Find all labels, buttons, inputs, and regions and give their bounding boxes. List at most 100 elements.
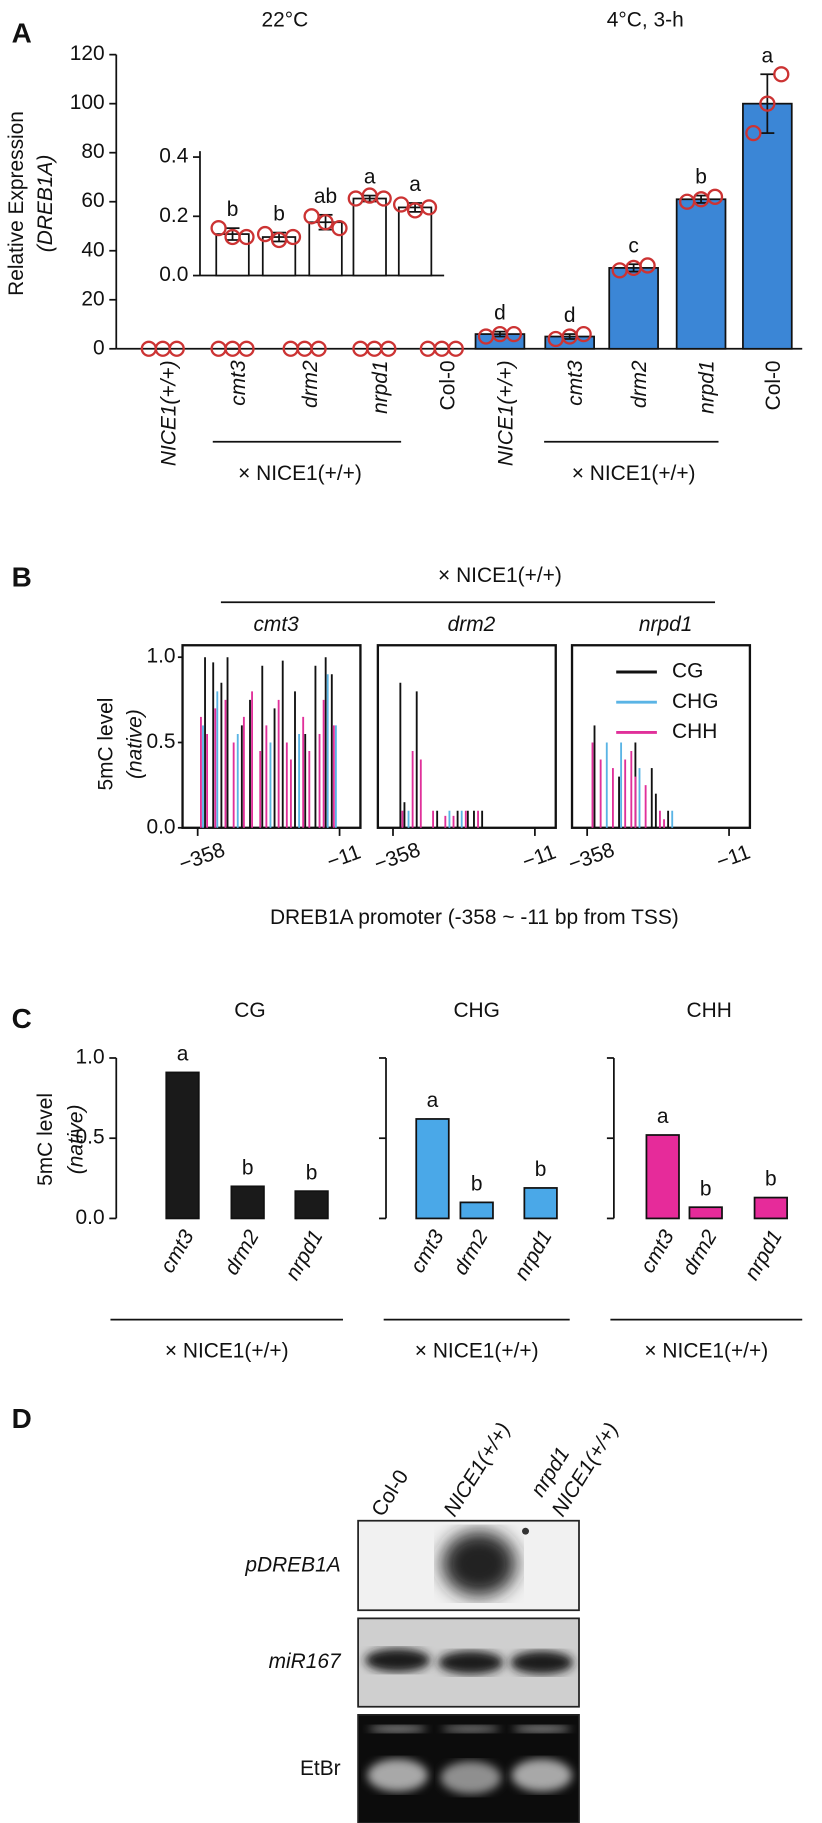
panel-letter: C — [12, 1003, 32, 1034]
significance-letter: b — [471, 1172, 483, 1195]
significance-letter: b — [273, 203, 285, 226]
x-tick-label: nrpd1 — [369, 360, 392, 413]
replicate-point — [575, 325, 592, 343]
y-tick-label: 40 — [81, 238, 104, 261]
group-label: × NICE1(+/+) — [165, 1340, 289, 1363]
legend-label: CG — [672, 660, 703, 683]
significance-letter: a — [657, 1105, 669, 1128]
column-label: NICE1(+/+) — [439, 1419, 515, 1521]
bar — [753, 1196, 788, 1220]
x-axis-label: DREB1A promoter (-358 ~ -11 bp from TSS) — [270, 906, 679, 929]
bar — [415, 1118, 450, 1220]
blot-etbr — [357, 1714, 580, 1823]
y-axis-label: Relative Expression — [5, 111, 28, 296]
replicate-point — [745, 124, 762, 142]
significance-letter: b — [535, 1158, 547, 1181]
x-tick-label: NICE1(+/+) — [494, 360, 517, 466]
blot-pdreb1a — [357, 1519, 580, 1612]
row-label: miR167 — [269, 1650, 342, 1673]
significance-letter: b — [227, 198, 239, 221]
significance-letter: b — [695, 166, 707, 189]
chart-title: CHH — [687, 999, 732, 1022]
bar — [230, 1185, 265, 1220]
y-tick-label: 0.0 — [159, 263, 188, 286]
panel-letter: A — [12, 17, 32, 48]
replicate-point — [238, 228, 255, 246]
x-tick-label: −11 — [519, 841, 559, 874]
replicate-point — [375, 190, 392, 207]
replicate-point — [639, 257, 656, 274]
blot-mir167 — [357, 1617, 580, 1708]
significance-letter: a — [364, 166, 376, 189]
y-tick-label: 0.0 — [146, 815, 175, 838]
y-tick-label: 0.0 — [76, 1206, 105, 1229]
bar — [645, 1134, 680, 1220]
replicate-point — [168, 340, 185, 357]
group-label: × NICE1(+/+) — [644, 1340, 768, 1363]
legend-label: CHG — [672, 690, 718, 713]
x-tick-label: −11 — [324, 841, 364, 874]
y-tick-label: 60 — [81, 189, 104, 212]
x-tick-label: cmt3 — [227, 360, 250, 406]
x-tick-label: drm2 — [449, 1226, 493, 1279]
bar — [608, 267, 659, 350]
bar — [165, 1071, 200, 1220]
x-tick-label: cmt3 — [636, 1226, 679, 1277]
replicate-point — [238, 340, 255, 357]
x-tick-label: Col-0 — [762, 360, 785, 410]
x-tick-label: drm2 — [628, 360, 651, 408]
y-axis-label: (DREB1A) — [34, 155, 57, 253]
bar — [459, 1201, 494, 1220]
replicate-point — [256, 225, 274, 243]
replicate-point — [284, 228, 302, 246]
significance-letter: a — [177, 1043, 189, 1066]
chart-title: CHG — [453, 999, 499, 1022]
plot-frame — [570, 644, 752, 829]
legend-label: CHH — [672, 720, 717, 743]
y-tick-label: 0.5 — [76, 1126, 105, 1149]
group-label: × NICE1(+/+) — [572, 462, 696, 485]
replicate-point — [706, 188, 724, 205]
row-label: pDREB1A — [244, 1554, 340, 1577]
bar — [294, 1190, 329, 1220]
y-tick-label: 1.0 — [146, 645, 175, 668]
x-tick-label: cmt3 — [156, 1226, 199, 1277]
bar — [397, 206, 433, 277]
replicate-point — [303, 208, 320, 225]
significance-letter: a — [409, 173, 421, 196]
x-tick-label: drm2 — [678, 1226, 722, 1279]
replicate-point — [310, 340, 327, 357]
x-tick-label: −358 — [176, 838, 228, 876]
significance-letter: b — [306, 1161, 318, 1184]
x-tick-label: cmt3 — [564, 360, 587, 406]
x-tick-label: −358 — [565, 838, 617, 876]
bar — [675, 198, 727, 350]
x-tick-label: −11 — [713, 841, 753, 874]
x-tick-label: nrpd1 — [281, 1226, 328, 1284]
significance-letter: a — [427, 1089, 439, 1112]
significance-letter: d — [564, 304, 576, 327]
y-tick-label: 100 — [70, 91, 105, 114]
group-label: × NICE1(+/+) — [238, 462, 362, 485]
y-tick-label: 80 — [81, 140, 104, 163]
replicate-point — [773, 66, 790, 83]
x-tick-label: Col-0 — [436, 360, 459, 410]
panel-title: nrpd1 — [639, 613, 692, 636]
significance-letter: b — [765, 1168, 777, 1191]
panel-title: drm2 — [448, 613, 496, 636]
significance-letter: ab — [314, 185, 337, 208]
significance-letter: d — [494, 302, 506, 325]
plot-frame — [376, 644, 557, 829]
significance-letter: b — [242, 1156, 254, 1179]
replicate-point — [210, 220, 227, 237]
bar — [352, 197, 387, 277]
y-tick-label: 20 — [81, 287, 104, 310]
suptitle: × NICE1(+/+) — [438, 564, 562, 587]
x-tick-label: nrpd1 — [696, 360, 719, 413]
bar — [742, 102, 793, 350]
chart-title: CG — [234, 999, 265, 1022]
y-tick-label: 0.4 — [159, 145, 188, 168]
y-axis-label: 5mC level — [95, 698, 118, 791]
panel-letter: D — [12, 1403, 32, 1434]
column-label: Col-0 — [367, 1466, 413, 1521]
